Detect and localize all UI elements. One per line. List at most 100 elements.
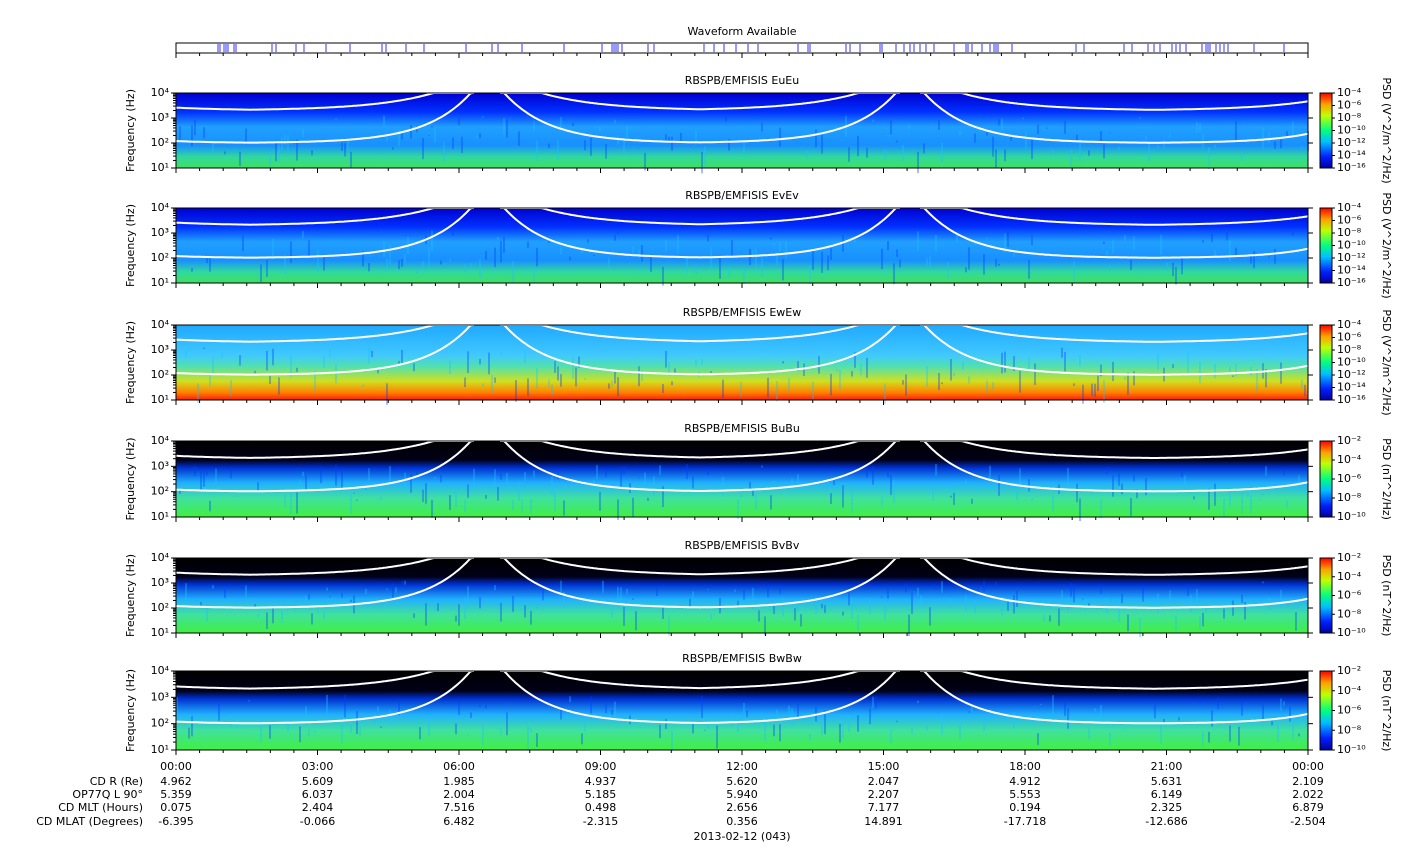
spectrogram-texture: [983, 721, 985, 732]
spectrogram-texture: [404, 580, 406, 585]
spectrogram-texture: [512, 261, 514, 284]
spectrogram-texture: [1178, 717, 1180, 721]
spectrogram-texture: [1250, 366, 1252, 376]
spectrogram-texture: [1292, 121, 1294, 137]
spectrogram-texture: [413, 613, 415, 619]
colorbar-tick-label: 10⁻¹⁰: [1337, 124, 1366, 137]
spectrogram-texture: [770, 237, 772, 240]
spectrogram-texture: [941, 142, 943, 163]
colorbar-tick-label: 10⁻²: [1337, 434, 1361, 447]
x-tick-label: 06:00: [443, 760, 475, 773]
ephemeris-value: 1.985: [443, 775, 475, 788]
spectrogram-texture: [608, 383, 610, 389]
spectrogram-texture: [737, 499, 739, 519]
spectrogram-texture: [572, 122, 574, 127]
y-axis-label: Frequency (Hz): [124, 321, 137, 404]
spectrogram-texture: [656, 587, 658, 597]
spectrogram-texture: [455, 490, 457, 508]
spectrogram-texture: [1196, 122, 1198, 133]
spectrogram-texture: [725, 116, 727, 122]
spectrogram-texture: [632, 598, 634, 600]
spectrogram-texture: [797, 474, 799, 484]
spectrogram-texture: [560, 247, 562, 255]
spectrogram-texture: [1223, 498, 1225, 518]
spectrogram-texture: [1286, 500, 1288, 509]
spectrogram-texture: [995, 149, 997, 168]
y-axis-label: Frequency (Hz): [124, 89, 137, 172]
spectrogram-texture: [1235, 121, 1237, 143]
spectrogram-texture: [1061, 590, 1063, 611]
spectrogram-texture: [290, 241, 292, 263]
ephemeris-value: 0.498: [585, 801, 617, 814]
spectrogram-texture: [1082, 598, 1084, 600]
spectrogram-texture: [425, 603, 427, 626]
spectrogram-texture: [290, 355, 292, 377]
spectrogram-texture: [626, 125, 628, 138]
model-curve: [175, 670, 474, 690]
spectrogram-texture: [560, 580, 562, 596]
spectrogram-texture: [965, 595, 967, 612]
spectrogram-texture: [560, 374, 562, 387]
spectrogram-texture: [284, 494, 286, 507]
spectrogram-texture: [266, 260, 268, 277]
spectrogram-texture: [1091, 484, 1093, 494]
spectrogram-texture: [266, 612, 268, 630]
spectrogram-texture: [785, 241, 787, 259]
spectrogram-texture: [419, 727, 421, 740]
spectrogram-texture: [368, 262, 370, 272]
spectrogram-texture: [1166, 262, 1168, 271]
spectrogram-texture: [1061, 347, 1063, 358]
spectrogram-texture: [269, 152, 271, 167]
spectrogram-texture: [1100, 499, 1102, 519]
colorbar-tick-label: 10⁻¹⁰: [1337, 239, 1366, 252]
colorbar-tick-label: 10⁻¹²: [1337, 136, 1366, 149]
y-tick-label: 10⁴: [151, 434, 170, 447]
spectrogram-texture: [236, 725, 238, 728]
spectrogram-texture: [464, 263, 466, 273]
spectrogram-texture: [869, 708, 871, 725]
spectrogram-texture: [563, 591, 565, 608]
spectrogram-texture: [1028, 357, 1030, 370]
spectrogram-texture: [362, 384, 364, 387]
spectrogram-texture: [881, 596, 883, 598]
y-tick-label: 10⁴: [151, 318, 170, 331]
spectrogram-texture: [1280, 589, 1282, 608]
spectrogram-texture: [1301, 379, 1303, 389]
y-tick-label: 10³: [151, 226, 169, 239]
spectrogram-texture: [1004, 351, 1006, 373]
spectrogram-texture: [695, 130, 697, 145]
colorbar-tick-label: 10⁻¹²: [1337, 368, 1366, 381]
spectrogram: [175, 670, 1309, 752]
spectrogram-texture: [620, 466, 622, 487]
spectrogram-texture: [740, 492, 742, 498]
spectrogram-texture: [995, 581, 997, 585]
spectrogram-texture: [776, 252, 778, 266]
spectrogram-texture: [851, 371, 853, 377]
spectrogram-texture: [554, 361, 556, 373]
spectrogram-texture: [617, 230, 619, 234]
spectrogram-texture: [641, 245, 643, 262]
spectrogram-texture: [191, 267, 193, 272]
spectrogram-texture: [821, 722, 823, 735]
spectrogram-texture: [194, 119, 196, 136]
spectrogram-texture: [230, 470, 232, 479]
spectrogram-texture: [1211, 233, 1213, 243]
spectrogram-texture: [617, 377, 619, 396]
spectrogram-texture: [635, 611, 637, 631]
spectrogram-texture: [1031, 235, 1033, 246]
model-curve: [175, 324, 474, 343]
spectrogram-texture: [1028, 479, 1030, 492]
spectrogram-texture: [857, 614, 859, 632]
spectrogram-texture: [1079, 139, 1081, 161]
ephemeris-value: 4.937: [585, 775, 617, 788]
spectrogram-texture: [1289, 707, 1291, 722]
ephemeris-value: -2.315: [583, 815, 618, 828]
spectrogram-texture: [206, 471, 208, 476]
spectrogram-texture: [719, 597, 721, 614]
colorbar-tick-label: 10⁻¹⁰: [1337, 626, 1366, 639]
spectrogram-texture: [998, 263, 1000, 266]
model-curve: [500, 440, 900, 459]
spectrogram-texture: [1265, 369, 1267, 388]
spectrogram-texture: [479, 596, 481, 609]
panel-title: RBSPB/EMFISIS EvEv: [685, 189, 799, 202]
